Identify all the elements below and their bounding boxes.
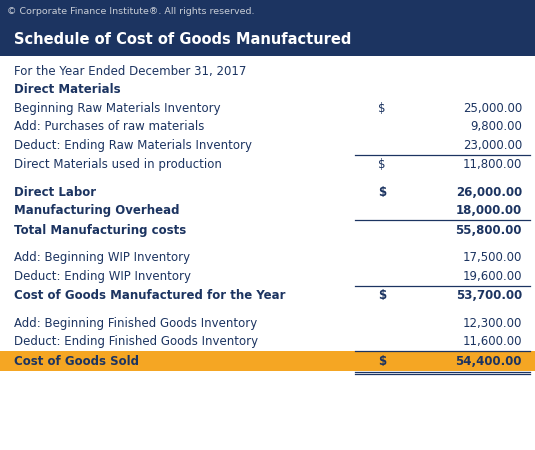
Bar	[0, 351, 535, 370]
Text: 25,000.00: 25,000.00	[463, 102, 522, 115]
Text: Direct Labor: Direct Labor	[14, 186, 96, 199]
Text: © Corporate Finance Institute®. All rights reserved.: © Corporate Finance Institute®. All righ…	[7, 7, 255, 16]
Text: 55,800.00: 55,800.00	[455, 224, 522, 237]
Text: Deduct: Ending Raw Materials Inventory: Deduct: Ending Raw Materials Inventory	[14, 139, 252, 152]
Text: Add: Purchases of raw materials: Add: Purchases of raw materials	[14, 120, 204, 133]
Text: $: $	[378, 186, 386, 199]
Text: 12,300.00: 12,300.00	[463, 317, 522, 330]
Text: 9,800.00: 9,800.00	[470, 120, 522, 133]
Text: 54,400.00: 54,400.00	[455, 355, 522, 368]
Text: For the Year Ended December 31, 2017: For the Year Ended December 31, 2017	[14, 65, 247, 78]
Text: Direct Materials: Direct Materials	[14, 83, 120, 96]
Bar	[0, 23, 535, 56]
Bar	[0, 0, 535, 23]
Text: Manufacturing Overhead: Manufacturing Overhead	[14, 204, 180, 217]
Text: 26,000.00: 26,000.00	[456, 186, 522, 199]
Text: 53,700.00: 53,700.00	[456, 289, 522, 302]
Text: Schedule of Cost of Goods Manufactured: Schedule of Cost of Goods Manufactured	[14, 32, 351, 47]
Text: 17,500.00: 17,500.00	[463, 251, 522, 264]
Text: 11,800.00: 11,800.00	[463, 158, 522, 171]
Text: Add: Beginning Finished Goods Inventory: Add: Beginning Finished Goods Inventory	[14, 317, 257, 330]
Text: $: $	[378, 289, 386, 302]
Text: 19,600.00: 19,600.00	[462, 270, 522, 283]
Text: $: $	[378, 102, 386, 115]
Text: 23,000.00: 23,000.00	[463, 139, 522, 152]
Text: Deduct: Ending Finished Goods Inventory: Deduct: Ending Finished Goods Inventory	[14, 335, 258, 348]
Text: Beginning Raw Materials Inventory: Beginning Raw Materials Inventory	[14, 102, 220, 115]
Text: Total Manufacturing costs: Total Manufacturing costs	[14, 224, 186, 237]
Text: Cost of Goods Sold: Cost of Goods Sold	[14, 355, 139, 368]
Text: 11,600.00: 11,600.00	[462, 335, 522, 348]
Text: Add: Beginning WIP Inventory: Add: Beginning WIP Inventory	[14, 251, 190, 264]
Text: Deduct: Ending WIP Inventory: Deduct: Ending WIP Inventory	[14, 270, 191, 283]
Text: Cost of Goods Manufactured for the Year: Cost of Goods Manufactured for the Year	[14, 289, 286, 302]
Text: $: $	[378, 355, 386, 368]
Text: 18,000.00: 18,000.00	[456, 204, 522, 217]
Text: Direct Materials used in production: Direct Materials used in production	[14, 158, 222, 171]
Text: $: $	[378, 158, 386, 171]
